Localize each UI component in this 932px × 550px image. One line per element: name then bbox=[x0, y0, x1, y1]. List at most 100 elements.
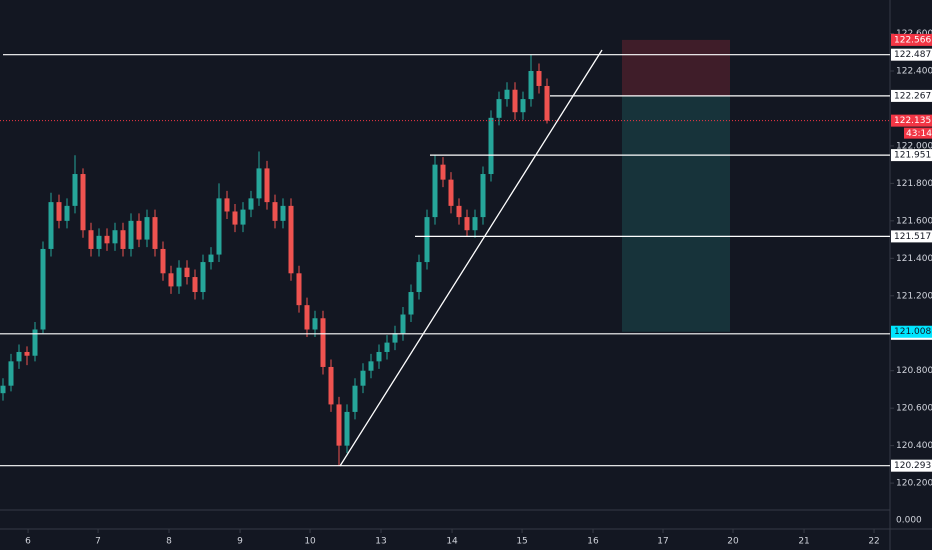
candle-body bbox=[160, 248, 166, 274]
x-tick-label: 14 bbox=[446, 537, 458, 547]
candle-body bbox=[96, 235, 102, 249]
candle-body bbox=[224, 198, 230, 212]
candle-body bbox=[384, 342, 390, 352]
x-tick-label: 6 bbox=[25, 537, 31, 547]
candle-body bbox=[280, 205, 286, 221]
candle-body bbox=[80, 174, 86, 231]
candle-body bbox=[376, 351, 382, 362]
target-label-bg bbox=[891, 325, 932, 338]
x-tick-label: 13 bbox=[375, 537, 386, 547]
level-label-bg bbox=[891, 149, 932, 162]
candle-body bbox=[136, 220, 142, 240]
x-tick-label: 15 bbox=[516, 537, 527, 547]
candle-body bbox=[504, 89, 510, 100]
stop-label-bg bbox=[891, 33, 932, 46]
candle-body bbox=[544, 85, 550, 121]
candle-body bbox=[432, 164, 438, 218]
candle-body bbox=[448, 179, 454, 206]
candle-body bbox=[120, 230, 126, 249]
x-tick-label: 20 bbox=[727, 537, 739, 547]
stop-label: 122.566 bbox=[894, 35, 931, 45]
x-tick-label: 16 bbox=[587, 537, 599, 547]
candle-body bbox=[496, 99, 502, 118]
candle-body bbox=[248, 198, 254, 210]
candle-body bbox=[424, 217, 430, 263]
x-tick-label: 22 bbox=[868, 537, 879, 547]
candle-body bbox=[528, 70, 534, 100]
candle-body bbox=[192, 277, 198, 293]
stop-zone bbox=[622, 39, 730, 96]
candle-body bbox=[440, 164, 446, 180]
candle-body bbox=[352, 385, 358, 412]
candle-body bbox=[320, 318, 326, 367]
candle-body bbox=[16, 351, 22, 362]
candle-body bbox=[240, 209, 246, 225]
candle-body bbox=[176, 267, 182, 287]
candle-body bbox=[128, 220, 134, 249]
candle-body bbox=[360, 370, 366, 386]
candle-body bbox=[488, 117, 494, 175]
candle-body bbox=[512, 89, 518, 113]
level-label: 120.293 bbox=[894, 461, 931, 471]
candle-body bbox=[288, 205, 294, 274]
candle-body bbox=[32, 329, 38, 356]
y-tick-label: 120.400 bbox=[896, 441, 932, 451]
candle-body bbox=[408, 292, 414, 315]
y-tick-label: 121.800 bbox=[896, 179, 932, 189]
candle-body bbox=[272, 202, 278, 221]
y-tick-label: 120.800 bbox=[896, 366, 932, 376]
plot bbox=[0, 39, 730, 466]
target-zone bbox=[622, 95, 730, 332]
candle-body bbox=[480, 174, 486, 218]
candle-body bbox=[104, 235, 110, 244]
candle-body bbox=[184, 267, 190, 278]
candle-body bbox=[64, 205, 70, 221]
x-tick-label: 21 bbox=[798, 537, 809, 547]
y-tick-label: 122.400 bbox=[896, 66, 932, 76]
y-tick-label: 121.600 bbox=[896, 216, 932, 226]
candle-body bbox=[24, 351, 30, 356]
candle-body bbox=[88, 230, 94, 249]
x-tick-label: 17 bbox=[657, 537, 668, 547]
y-tick-label: 120.600 bbox=[896, 404, 932, 414]
candle-body bbox=[304, 305, 310, 330]
x-tick-label: 10 bbox=[304, 537, 316, 547]
level-label-bg bbox=[891, 89, 932, 102]
candle-body bbox=[56, 202, 62, 221]
y-tick-label: 120.200 bbox=[896, 479, 932, 489]
trend-line[interactable] bbox=[339, 49, 603, 467]
target-label: 121.008 bbox=[894, 327, 931, 337]
candle-body bbox=[144, 217, 150, 240]
candle-body bbox=[536, 70, 542, 86]
candle-body bbox=[296, 273, 302, 306]
candle-body bbox=[200, 262, 206, 293]
level-label: 122.267 bbox=[894, 91, 931, 101]
candle-body bbox=[152, 217, 158, 249]
level-label-bg bbox=[891, 230, 932, 243]
candle-body bbox=[392, 333, 398, 343]
candle-body bbox=[0, 385, 6, 394]
x-tick-label: 8 bbox=[166, 537, 172, 547]
x-tick-label: 7 bbox=[95, 537, 101, 547]
candle-body bbox=[264, 168, 270, 203]
candle-body bbox=[400, 314, 406, 334]
candle-body bbox=[72, 174, 78, 206]
candle-body bbox=[464, 217, 470, 231]
current-price-label: 122.135 bbox=[894, 116, 931, 126]
candle-body bbox=[216, 198, 222, 255]
level-label-bg bbox=[891, 459, 932, 472]
y-tick-label: 121.200 bbox=[896, 291, 932, 301]
level-label-bg bbox=[891, 48, 932, 61]
candle-body bbox=[208, 254, 214, 263]
candle-body bbox=[112, 230, 118, 244]
candle-body bbox=[8, 361, 14, 386]
candle-body bbox=[416, 262, 422, 293]
candle-body bbox=[328, 366, 334, 405]
level-label: 122.487 bbox=[894, 50, 931, 60]
current-price-label-bg bbox=[891, 114, 932, 127]
candle-body bbox=[456, 205, 462, 218]
candle-body bbox=[232, 211, 238, 225]
